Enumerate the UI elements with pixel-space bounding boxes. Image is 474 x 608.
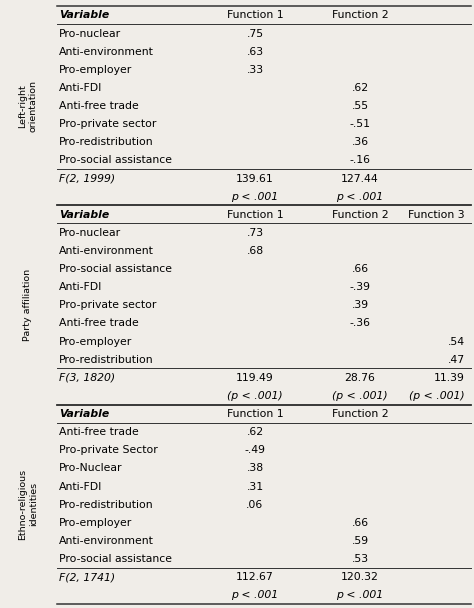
Text: -.16: -.16 xyxy=(349,156,371,165)
Text: Left-right
orientation: Left-right orientation xyxy=(18,80,38,132)
Text: 127.44: 127.44 xyxy=(341,173,379,184)
Text: Function 1: Function 1 xyxy=(227,409,283,419)
Text: Pro-employer: Pro-employer xyxy=(59,518,132,528)
Text: .47: .47 xyxy=(448,354,465,365)
Text: 119.49: 119.49 xyxy=(236,373,274,383)
Text: Pro-redistribution: Pro-redistribution xyxy=(59,500,154,510)
Text: p < .001: p < .001 xyxy=(231,192,279,202)
Text: .62: .62 xyxy=(351,83,369,93)
Text: (p < .001): (p < .001) xyxy=(227,391,283,401)
Text: Pro-social assistance: Pro-social assistance xyxy=(59,156,172,165)
Text: Function 2: Function 2 xyxy=(332,10,388,21)
Text: .39: .39 xyxy=(351,300,369,310)
Text: .68: .68 xyxy=(246,246,264,256)
Text: Pro-employer: Pro-employer xyxy=(59,65,132,75)
Text: 11.39: 11.39 xyxy=(434,373,465,383)
Text: Pro-redistribution: Pro-redistribution xyxy=(59,354,154,365)
Text: Pro-employer: Pro-employer xyxy=(59,337,132,347)
Text: .75: .75 xyxy=(246,29,264,38)
Text: Anti-environment: Anti-environment xyxy=(59,536,154,546)
Text: (p < .001): (p < .001) xyxy=(410,391,465,401)
Text: Pro-social assistance: Pro-social assistance xyxy=(59,554,172,564)
Text: Function 1: Function 1 xyxy=(227,10,283,21)
Text: Variable: Variable xyxy=(59,409,109,419)
Text: F(2, 1999): F(2, 1999) xyxy=(59,173,115,184)
Text: .06: .06 xyxy=(246,500,264,510)
Text: .33: .33 xyxy=(246,65,264,75)
Text: 120.32: 120.32 xyxy=(341,572,379,582)
Text: p < .001: p < .001 xyxy=(337,590,383,600)
Text: Party affiliation: Party affiliation xyxy=(24,269,33,341)
Text: -.36: -.36 xyxy=(349,319,371,328)
Text: Variable: Variable xyxy=(59,10,109,21)
Text: -.49: -.49 xyxy=(245,445,265,455)
Text: Anti-FDI: Anti-FDI xyxy=(59,282,102,292)
Text: F(3, 1820): F(3, 1820) xyxy=(59,373,115,383)
Text: Anti-FDI: Anti-FDI xyxy=(59,482,102,492)
Text: .59: .59 xyxy=(351,536,369,546)
Text: .73: .73 xyxy=(246,228,264,238)
Text: Function 1: Function 1 xyxy=(227,210,283,219)
Text: p < .001: p < .001 xyxy=(231,590,279,600)
Text: Ethno-religious
identities: Ethno-religious identities xyxy=(18,469,38,540)
Text: .38: .38 xyxy=(246,463,264,474)
Text: Pro-private Sector: Pro-private Sector xyxy=(59,445,158,455)
Text: Variable: Variable xyxy=(59,210,109,219)
Text: 28.76: 28.76 xyxy=(345,373,375,383)
Text: Pro-nuclear: Pro-nuclear xyxy=(59,228,121,238)
Text: Anti-environment: Anti-environment xyxy=(59,246,154,256)
Text: (p < .001): (p < .001) xyxy=(332,391,388,401)
Text: Pro-Nuclear: Pro-Nuclear xyxy=(59,463,122,474)
Text: Anti-free trade: Anti-free trade xyxy=(59,101,139,111)
Text: .66: .66 xyxy=(351,518,369,528)
Text: Pro-private sector: Pro-private sector xyxy=(59,300,156,310)
Text: .31: .31 xyxy=(246,482,264,492)
Text: Anti-free trade: Anti-free trade xyxy=(59,427,139,437)
Text: .55: .55 xyxy=(351,101,369,111)
Text: -.51: -.51 xyxy=(349,119,371,129)
Text: .62: .62 xyxy=(246,427,264,437)
Text: Function 2: Function 2 xyxy=(332,210,388,219)
Text: .54: .54 xyxy=(448,337,465,347)
Text: Anti-free trade: Anti-free trade xyxy=(59,319,139,328)
Text: F(2, 1741): F(2, 1741) xyxy=(59,572,115,582)
Text: -.39: -.39 xyxy=(349,282,371,292)
Text: Anti-FDI: Anti-FDI xyxy=(59,83,102,93)
Text: Pro-social assistance: Pro-social assistance xyxy=(59,264,172,274)
Text: Function 2: Function 2 xyxy=(332,409,388,419)
Text: .63: .63 xyxy=(246,47,264,57)
Text: .66: .66 xyxy=(351,264,369,274)
Text: 112.67: 112.67 xyxy=(236,572,274,582)
Text: Pro-redistribution: Pro-redistribution xyxy=(59,137,154,147)
Text: Function 3: Function 3 xyxy=(409,210,465,219)
Text: Pro-private sector: Pro-private sector xyxy=(59,119,156,129)
Text: Anti-environment: Anti-environment xyxy=(59,47,154,57)
Text: p < .001: p < .001 xyxy=(337,192,383,202)
Text: Pro-nuclear: Pro-nuclear xyxy=(59,29,121,38)
Text: .53: .53 xyxy=(351,554,369,564)
Text: .36: .36 xyxy=(351,137,369,147)
Text: 139.61: 139.61 xyxy=(236,173,274,184)
